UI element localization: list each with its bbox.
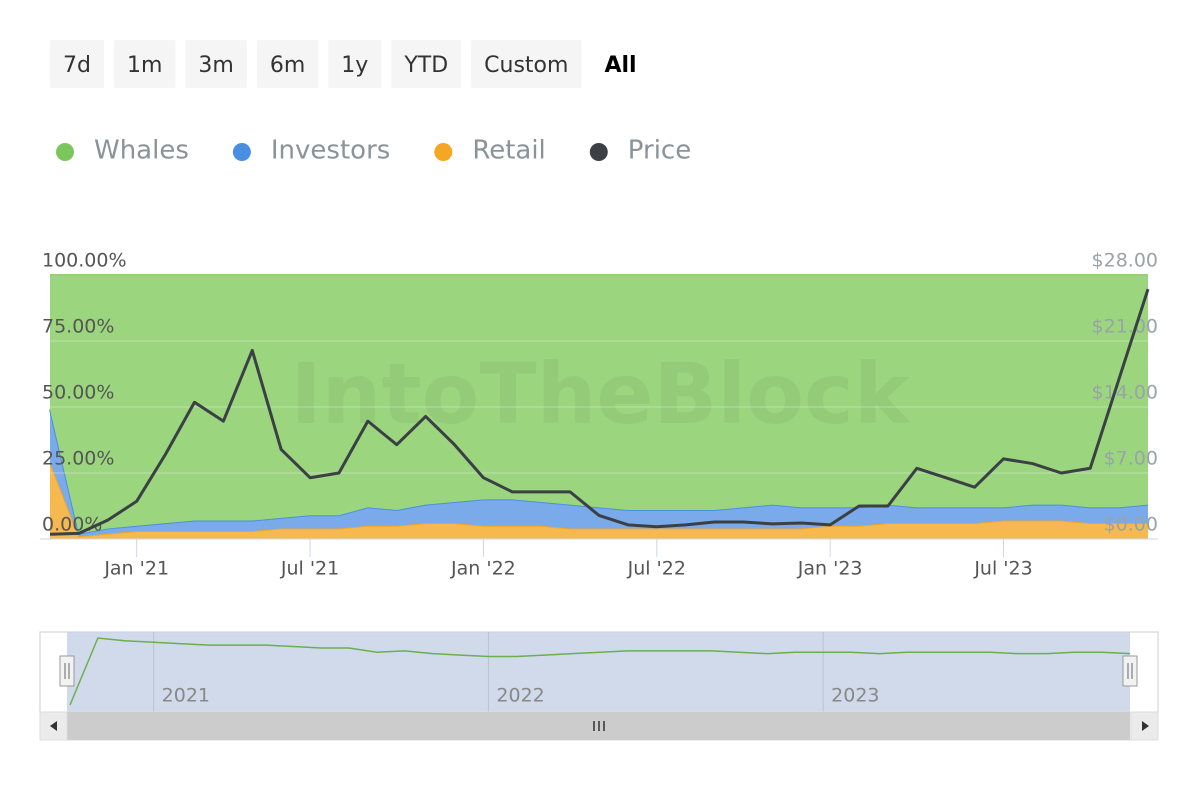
price-line: [49, 288, 1150, 536]
range-button[interactable]: 6m: [256, 40, 319, 88]
range-button[interactable]: YTD: [391, 40, 462, 88]
y-tick-label: 75.00%: [42, 316, 114, 338]
y2-tick-label: $21.00: [1092, 316, 1158, 338]
button-label: 1y: [341, 53, 368, 78]
navigator-mask: [67, 632, 1130, 712]
range-button[interactable]: 1y: [328, 40, 382, 88]
button-label: Custom: [484, 53, 568, 78]
navigator-handle[interactable]: [59, 655, 75, 687]
button-bg: [113, 40, 176, 88]
legend-item[interactable]: Retail: [434, 136, 546, 166]
x-tick-label: Jul '23: [973, 558, 1032, 580]
button-label: All: [604, 53, 636, 78]
range-button[interactable]: 3m: [185, 40, 247, 88]
button-label: YTD: [403, 53, 448, 78]
handle-body: [1122, 655, 1138, 687]
navigator-label: 2022: [496, 685, 544, 707]
y-tick-label: 25.00%: [42, 448, 114, 470]
legend-label: Retail: [472, 136, 545, 166]
button-bg: [256, 40, 319, 88]
y2-tick-label: $0.00: [1104, 514, 1158, 536]
legend-label: Investors: [271, 136, 390, 166]
scrollbar-grip: [593, 721, 605, 731]
legend-marker: [434, 143, 453, 161]
arrow: [1142, 721, 1149, 731]
navigator-label: 2023: [831, 685, 879, 707]
legend-marker: [232, 143, 251, 161]
legend-item[interactable]: Investors: [232, 136, 390, 166]
y-tick-label: 50.00%: [42, 382, 114, 404]
x-tick-label: Jan '22: [450, 558, 516, 580]
y-tick-label: 100.00%: [42, 250, 127, 272]
y2-tick-label: $28.00: [1092, 250, 1158, 272]
navigator-label: 2021: [162, 685, 210, 707]
scroll-right-button[interactable]: [1130, 711, 1159, 741]
x-tick-label: Jul '21: [280, 558, 339, 580]
x-tick-label: Jul '22: [627, 558, 686, 580]
button-bg: [328, 40, 382, 88]
y2-tick-label: $7.00: [1104, 448, 1158, 470]
watermark: IntoTheBlock: [290, 345, 911, 443]
button-bg: [185, 40, 247, 88]
legend-marker: [56, 143, 74, 161]
button-bg: [471, 40, 582, 88]
range-button[interactable]: 7d: [50, 40, 104, 88]
legend-marker: [589, 143, 608, 161]
button-label: 1m: [127, 53, 162, 78]
legend-label: Whales: [94, 136, 189, 166]
button-label: 6m: [270, 53, 305, 78]
legend-label: Price: [628, 136, 691, 166]
legend-item[interactable]: Whales: [56, 136, 189, 166]
legend-item[interactable]: Price: [589, 136, 691, 166]
range-button[interactable]: Custom: [471, 40, 582, 88]
range-button[interactable]: 1m: [113, 40, 176, 88]
button-bg: [50, 40, 104, 88]
navigator-line: [69, 637, 1131, 706]
scroll-left-button[interactable]: [39, 711, 68, 741]
button-label: 3m: [198, 53, 233, 78]
arrow: [50, 721, 57, 731]
button-label: 7d: [63, 53, 91, 78]
area-fill: [50, 275, 1148, 534]
navigator-handle[interactable]: [1122, 655, 1138, 687]
x-tick-label: Jan '23: [797, 558, 863, 580]
x-tick-label: Jan '21: [103, 558, 169, 580]
button-bg: [391, 40, 462, 88]
y2-tick-label: $14.00: [1092, 382, 1158, 404]
handle-body: [59, 655, 75, 687]
range-button[interactable]: All: [591, 40, 649, 88]
